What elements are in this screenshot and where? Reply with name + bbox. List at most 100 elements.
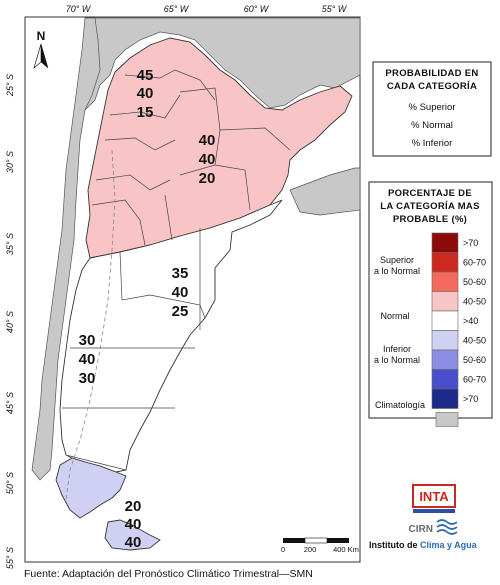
province-boundaries [62,69,291,471]
legend-swatch-inferior [431,369,459,390]
legend-swatch-label: >70 [463,238,478,248]
latitude-tick-label: 40° S [5,311,15,333]
neighbor-countries [31,17,361,481]
boundary-line [124,69,216,101]
boundary-line [65,454,127,471]
north-arrow: N [33,29,49,69]
legend-swatch-inferior [431,388,459,409]
dashed-boundary [65,149,116,501]
latitude-tick-label: 35° S [5,233,15,255]
scale-bar-label: 200 [304,545,317,554]
boundary-line [164,194,173,241]
legend: PORCENTAJE DE LA CATEGORÍA MAS PROBABLE … [368,181,493,427]
probability-box-title: PROBABILIDAD EN [385,68,478,79]
latitude-tick-label: 45° S [5,392,15,414]
probability-box-item: % Inferior [412,138,453,149]
legend-swatch-label: 50-60 [463,277,486,287]
source-caption: Fuente: Adaptación del Pronóstico Climát… [24,568,313,580]
region-pampa-inferior: 25 [172,303,189,320]
boundary-line [104,137,176,151]
boundary-line [214,164,251,211]
region-patagonia-sur-superior: 20 [125,498,142,515]
legend-title: PROBABLE (%) [393,214,467,225]
region-pampa-superior: 35 [172,265,189,282]
longitude-tick-label: 60° W [244,4,270,14]
institution-name-part2: Clima y Agua [420,540,478,550]
region-centro-normal: 40 [199,151,216,168]
legend-swatch-superior [431,291,459,312]
inta-logo-band [413,509,455,513]
legend-group-label: Climatología [375,400,425,410]
region-center-normal [59,199,283,473]
scale-bar-segment [304,537,328,544]
legend-group-label: a lo Normal [374,355,420,365]
latitude-tick-label: 55° S [5,547,15,569]
inta-logo-text: INTA [419,489,449,504]
north-arrow-letter: N [37,29,46,43]
boundary-line [109,94,181,119]
scale-bar-label: 0 [281,545,285,554]
longitude-tick-label: 70° W [66,4,92,14]
region-centro-superior: 40 [199,132,216,149]
legend-swatches: >70 60-70 50-60 40-50 >40 40-50 50-60 60-70 >70 [431,232,486,427]
region-probabilities: 45 40 15 40 40 20 35 40 25 30 40 30 20 4… [79,67,216,551]
probability-box-title: CADA CATEGORÍA [387,81,477,92]
region-patagonia-norte-normal: 40 [79,351,96,368]
legend-group-label: Inferior [383,344,411,354]
legend-swatch-label: 60-70 [463,257,486,267]
longitude-tick-label: 65° W [164,4,190,14]
probability-box: PROBABILIDAD EN CADA CATEGORÍA % Superio… [372,61,492,157]
region-pampa-normal: 40 [172,284,189,301]
legend-swatch-normal [431,310,459,331]
legend-group-label: Normal [380,311,409,321]
scale-bar-label: 400 Km [333,545,359,554]
institution-block: INTA CIRN Instituto de Clima y Agua [369,484,478,550]
legend-swatch-label: 60-70 [463,374,486,384]
argentina-regions [55,37,353,551]
region-noa-superior: 45 [137,67,154,84]
region-patagonia-norte-inferior: 30 [79,370,96,387]
legend-swatch-label: >70 [463,394,478,404]
scale-bar-segment [283,538,305,543]
neighbor-land-uruguay [289,167,361,216]
legend-frame [368,181,493,419]
boundary-line [95,174,171,191]
latitude-axis: 25° S 30° S 35° S 40° S 45° S 50° S 55° … [5,74,15,569]
probability-box-frame [372,61,492,157]
region-patagonia-sur-inferior: 40 [125,534,142,551]
neighbor-land-chile [31,17,101,481]
boundary-line [91,199,146,246]
legend-title: PORCENTAJE DE [388,188,472,199]
legend-group-label: Superior [380,255,414,265]
legend-swatch-superior [431,271,459,292]
latitude-tick-label: 30° S [5,151,15,173]
boundary-line [219,127,291,151]
legend-swatch-label: >40 [463,316,478,326]
latitude-tick-label: 25° S [5,74,15,97]
region-patagonia-sur-normal: 40 [125,516,142,533]
legend-swatch-climatologia [435,412,459,427]
institution-name: Instituto de Clima y Agua [369,540,478,550]
legend-title: LA CATEGORÍA MAS [380,201,479,212]
region-south-inferior [55,457,127,519]
legend-group-label: a lo Normal [374,266,420,276]
legend-swatch-inferior [431,330,459,351]
region-patagonia-norte-superior: 30 [79,332,96,349]
probability-box-item: % Normal [411,120,453,131]
legend-swatch-label: 40-50 [463,335,486,345]
latitude-tick-label: 50° S [5,472,15,494]
scale-bar-segment [327,538,349,543]
longitude-axis: 70° W 65° W 60° W 55° W [66,4,348,14]
scale-bar: 0 200 400 Km [281,537,359,554]
inta-logo [412,484,456,508]
probability-box-item: % Superior [409,102,456,113]
neighbor-land-north [84,17,361,111]
cirn-logo-text: CIRN [409,524,433,535]
region-noa-inferior: 15 [137,104,154,121]
north-arrow-half-icon [33,43,42,69]
legend-swatch-superior [431,252,459,273]
longitude-tick-label: 55° W [322,4,348,14]
legend-swatch-label: 40-50 [463,296,486,306]
region-north-superior [85,37,353,259]
